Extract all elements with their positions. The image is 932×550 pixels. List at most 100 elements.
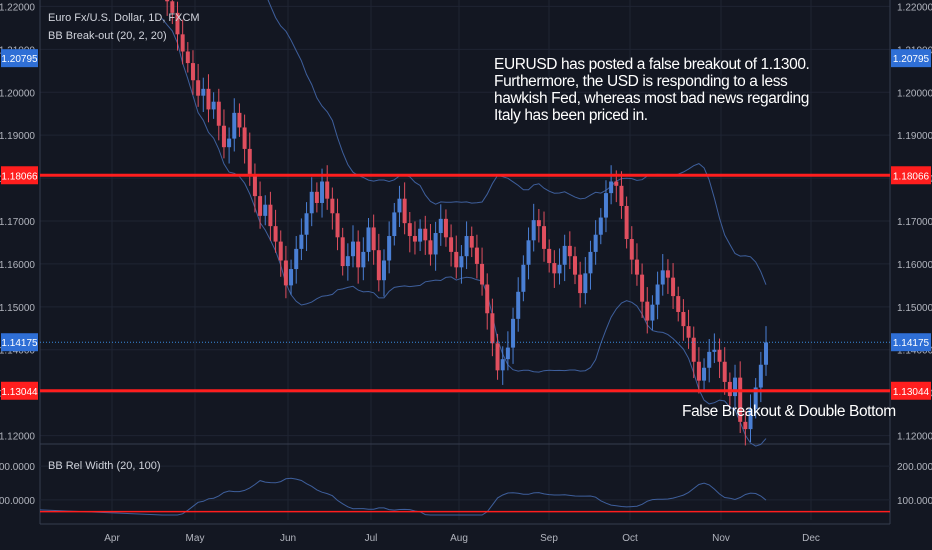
candle-body [531,220,536,241]
candle-body [289,269,294,286]
candle-body [655,284,660,305]
candle-body [211,101,216,110]
price-tick-label: 1.16000 [897,260,932,271]
candle-body [660,270,665,285]
candle-body [521,264,526,292]
level-price-tag-right [891,381,931,400]
candle-body [485,284,490,314]
price-tick-label-left: 1.20000 [0,88,35,99]
price-tick-label: 1.22000 [897,2,932,13]
candle-body [572,256,577,275]
candle-body [170,1,175,13]
candle-body [278,241,283,261]
candle-body [547,248,552,264]
candle-body [583,273,588,294]
time-tick-label: Dec [802,533,820,544]
price-tick-label-left: 1.17000 [0,217,35,228]
candle-body [175,12,180,35]
candle-body [381,260,386,281]
candle-body [221,125,226,148]
level-price-tag-left [1,381,38,400]
candle-body [443,218,448,238]
candle-body [335,213,340,238]
relwidth-line [39,477,767,516]
candle-body [727,381,732,397]
rel-width-label: BB Rel Width (20, 100) [48,460,161,472]
price-tick-label-left: 1.12000 [0,432,35,443]
candle-body [474,247,479,264]
price-tick-label-left: 1.16000 [0,260,35,271]
band-price-tag-left [1,49,38,68]
candle-body [593,234,598,252]
time-tick-label: Aug [450,533,468,544]
candle-body [361,251,366,268]
candle-body [629,239,634,260]
candle-body [449,237,454,252]
candle-body [650,304,655,321]
level-price-tag-right [891,166,931,185]
candle-body [418,228,423,242]
candle-body [722,361,727,382]
candle-body [552,263,557,274]
bb-lower-band [161,18,767,447]
candle-body [567,245,572,257]
candle-body [505,347,510,360]
candle-body [526,240,531,265]
candle-body [619,185,624,206]
level-price-text-right: 1.18066 [893,171,930,182]
price-tick-label-left: 1.19000 [0,131,35,142]
candle-body [428,240,433,255]
candle-body [227,138,232,148]
candle-body [578,274,583,294]
candle-body [480,263,485,285]
candle-body [392,212,397,237]
candle-body [557,264,562,274]
last-price-text-right: 1.14175 [893,338,930,349]
band-price-text-left: 1.20795 [1,54,38,65]
candle-body [397,198,402,213]
candle-body [603,193,608,218]
candle-body [320,181,325,203]
candle-body [242,127,247,149]
candle-body [407,223,412,237]
candle-body [423,228,428,241]
price-tick-label: 1.19000 [897,131,932,142]
candle-body [598,217,603,235]
candle-body [758,364,763,388]
time-tick-label: Sep [540,533,558,544]
candle-body [454,251,459,268]
candle-body [180,34,185,52]
candle-body [490,313,495,344]
price-tick-label: 1.17000 [897,217,932,228]
candle-body [753,387,758,409]
last-price-tag-left [1,333,38,352]
candle-body [469,236,474,248]
level-price-text-left: 1.13044 [1,387,38,398]
candle-body [542,226,547,249]
time-tick-label: Nov [712,533,730,544]
candle-body [232,112,237,139]
candle-body [691,337,696,362]
candle-body [588,251,593,274]
candle-body [196,80,201,96]
candle-body [681,311,686,327]
candle-body [562,245,567,265]
candle-body [340,237,345,267]
time-tick-label: Apr [104,533,120,544]
candle-body [624,205,629,240]
price-tick-label-left: 1.14000 [0,346,35,357]
candle-body [294,248,299,270]
candle-body [676,296,681,312]
candle-body [247,148,252,175]
candle-body [216,101,221,126]
last-price-tag-right [891,333,931,352]
candle-body [733,377,738,397]
candle-body [614,181,619,186]
candle-body [511,318,516,348]
chart-title: Euro Fx/U.S. Dollar, 1D, FXCM [48,12,200,24]
candle-body [764,342,768,365]
candle-body [366,227,371,252]
candle-body [351,241,356,257]
candle-body [702,367,707,381]
